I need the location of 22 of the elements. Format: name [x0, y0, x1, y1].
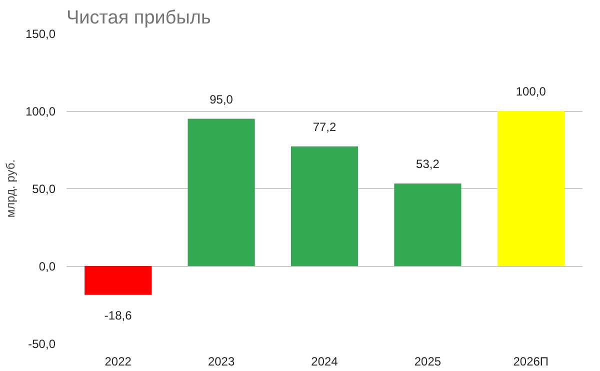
- bar: [394, 184, 462, 266]
- x-tick-label: 2026П: [513, 354, 549, 368]
- chart-title: Чистая прибыль: [66, 8, 211, 28]
- y-tick-label: -50,0: [28, 337, 56, 351]
- y-axis-title: млрд. руб.: [3, 159, 18, 218]
- x-tick-label: 2024: [311, 354, 338, 368]
- x-tick-label: 2025: [414, 354, 442, 368]
- data-label: 53,2: [416, 157, 440, 172]
- y-tick-label: 150,0: [25, 27, 56, 41]
- y-tick-label: 100,0: [25, 104, 56, 118]
- y-tick-label: 0,0: [38, 260, 56, 274]
- data-label: 95,0: [210, 92, 234, 106]
- bar: [290, 146, 358, 266]
- x-tick-label: 2023: [208, 354, 235, 368]
- data-label: 77,2: [312, 120, 337, 134]
- data-label: -18,6: [104, 308, 132, 322]
- data-label: 100,0: [516, 84, 546, 98]
- bar: [497, 111, 564, 266]
- bar: [188, 118, 255, 266]
- x-tick-label: 2022: [104, 354, 132, 368]
- y-tick-label: 50,0: [32, 182, 56, 196]
- bar: [84, 266, 152, 295]
